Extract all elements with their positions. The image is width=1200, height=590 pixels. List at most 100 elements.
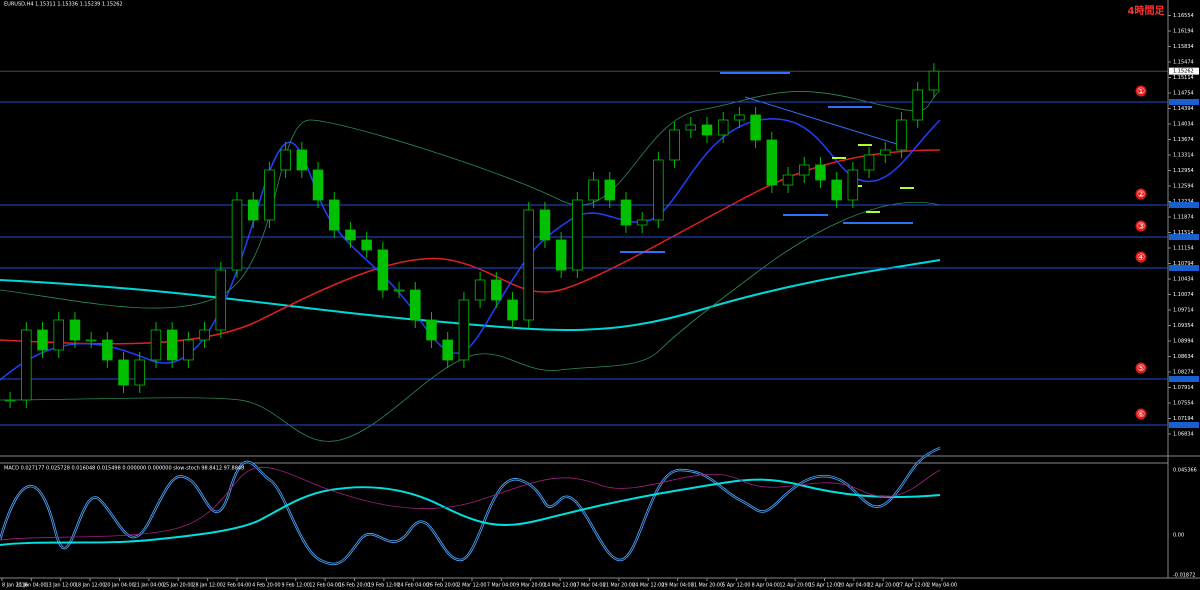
candle	[280, 149, 291, 171]
candle	[847, 169, 859, 201]
time-label: 20 Apr 04:00	[838, 583, 869, 589]
level-price-box	[1169, 234, 1199, 241]
candle	[474, 279, 486, 301]
timeframe-note: 4時間足	[1128, 4, 1166, 17]
ma-short	[0, 118, 941, 381]
level-label: ④	[1137, 253, 1145, 263]
time-label: 2 Mar 12:00	[458, 583, 487, 589]
candle	[102, 339, 113, 361]
time-label: 4 Feb 20:00	[252, 583, 280, 589]
candle	[85, 339, 97, 342]
band-lower	[0, 201, 941, 442]
candle	[166, 329, 178, 361]
indicator-tick-label: 0.045366	[1173, 468, 1197, 474]
candle	[928, 70, 940, 91]
level-price-box	[1169, 421, 1199, 428]
band-upper	[0, 89, 941, 309]
signal-line	[0, 466, 941, 541]
candle	[636, 219, 648, 226]
candle	[199, 329, 210, 341]
candle	[426, 319, 437, 341]
time-label: 31 Mar 20:00	[691, 583, 723, 589]
level-price-box	[1169, 98, 1199, 105]
time-label: 8 Apr 04:00	[752, 583, 780, 589]
candle	[150, 329, 162, 361]
price-tick-label: 1.07554	[1173, 400, 1194, 406]
candle	[296, 149, 308, 171]
candle	[21, 329, 32, 401]
candle	[555, 239, 567, 271]
time-label: 21 Mar 20:00	[603, 583, 635, 589]
time-label: 8 Jan 2016	[2, 583, 28, 589]
price-tick-label: 1.10074	[1173, 292, 1194, 298]
candle	[393, 289, 405, 292]
price-tick-label: 1.12954	[1173, 168, 1194, 174]
current-price-label: 1.15262	[1173, 69, 1194, 75]
price-tick-label: 1.08634	[1173, 354, 1194, 360]
level-label: ⑤	[1137, 364, 1145, 374]
candle	[604, 179, 616, 201]
candle	[361, 239, 372, 251]
price-tick-label: 1.11514	[1173, 230, 1194, 236]
price-tick-label: 1.14394	[1173, 106, 1194, 112]
candle	[750, 114, 761, 141]
time-label: 11 Jan 04:00	[16, 583, 46, 589]
time-label: 2 Feb 04:00	[223, 583, 251, 589]
candle	[69, 319, 81, 341]
indicator-tick-label: -0.01872	[1173, 573, 1195, 579]
time-label: 5 Apr 12:00	[722, 583, 750, 589]
candle	[701, 124, 713, 136]
level-label: ③	[1137, 222, 1145, 232]
candle	[491, 279, 502, 301]
candle	[766, 139, 778, 186]
time-label: 21 Jan 04:00	[134, 583, 164, 589]
candle	[572, 199, 583, 271]
price-tick-label: 1.15474	[1173, 59, 1194, 65]
candle	[734, 114, 745, 121]
level-price-box	[1169, 201, 1199, 208]
candle	[410, 289, 421, 321]
indicator-lines	[0, 446, 941, 566]
time-label: 7 Mar 04:00	[487, 583, 516, 589]
time-label: 24 Feb 04:00	[398, 583, 429, 589]
price-tick-label: 1.16194	[1173, 28, 1194, 34]
time-label: 22 Apr 20:00	[868, 583, 899, 589]
time-label: 27 Apr 12:00	[897, 583, 928, 589]
price-tick-label: 1.13674	[1173, 137, 1194, 143]
time-label: 20 Jan 04:00	[104, 583, 134, 589]
time-label: 12 Feb 04:00	[309, 583, 340, 589]
time-label: 15 Apr 12:00	[809, 583, 840, 589]
candle	[37, 329, 48, 351]
candle	[312, 169, 324, 201]
candle	[798, 164, 810, 176]
price-tick-label: 1.08274	[1173, 369, 1194, 375]
level-price-box	[1169, 265, 1199, 272]
candle	[4, 399, 16, 402]
price-tick-label: 1.14034	[1173, 121, 1194, 127]
price-tick-label: 1.15834	[1173, 44, 1194, 50]
level-badge	[1135, 251, 1147, 263]
level-label: ②	[1137, 190, 1145, 200]
stoch-inner	[0, 447, 941, 565]
time-label: 18 Jan 12:00	[75, 583, 105, 589]
price-tick-label: 1.08994	[1173, 338, 1194, 344]
candle	[912, 89, 923, 121]
candle	[588, 179, 599, 201]
time-label: 9 Feb 12:00	[282, 583, 310, 589]
candle	[231, 199, 243, 271]
level-price-box	[1169, 376, 1199, 383]
time-label: 2 May 04:00	[927, 583, 957, 589]
time-label: 26 Feb 20:00	[427, 583, 458, 589]
candle	[215, 269, 227, 331]
time-label: 19 Feb 12:00	[368, 583, 399, 589]
candle	[328, 199, 340, 231]
price-tick-label: 1.16554	[1173, 13, 1194, 19]
candle	[377, 249, 389, 291]
candle	[653, 159, 664, 221]
ma-long	[0, 259, 941, 331]
candle	[782, 174, 794, 186]
level-label: ⑥	[1137, 410, 1145, 420]
price-tick-label: 1.07194	[1173, 416, 1194, 422]
price-tick-label: 1.07914	[1173, 385, 1194, 391]
